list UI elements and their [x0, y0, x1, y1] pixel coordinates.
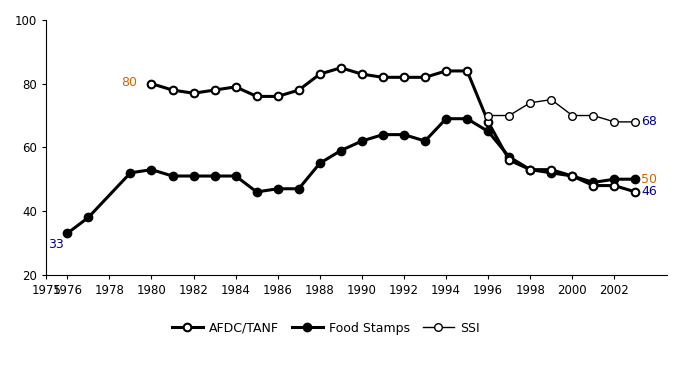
Text: 33: 33	[48, 238, 63, 251]
Text: 46: 46	[641, 185, 657, 198]
Text: 50: 50	[641, 173, 657, 186]
Text: 80: 80	[121, 76, 137, 89]
Legend: AFDC/TANF, Food Stamps, SSI: AFDC/TANF, Food Stamps, SSI	[166, 317, 485, 340]
Text: 68: 68	[641, 115, 657, 129]
